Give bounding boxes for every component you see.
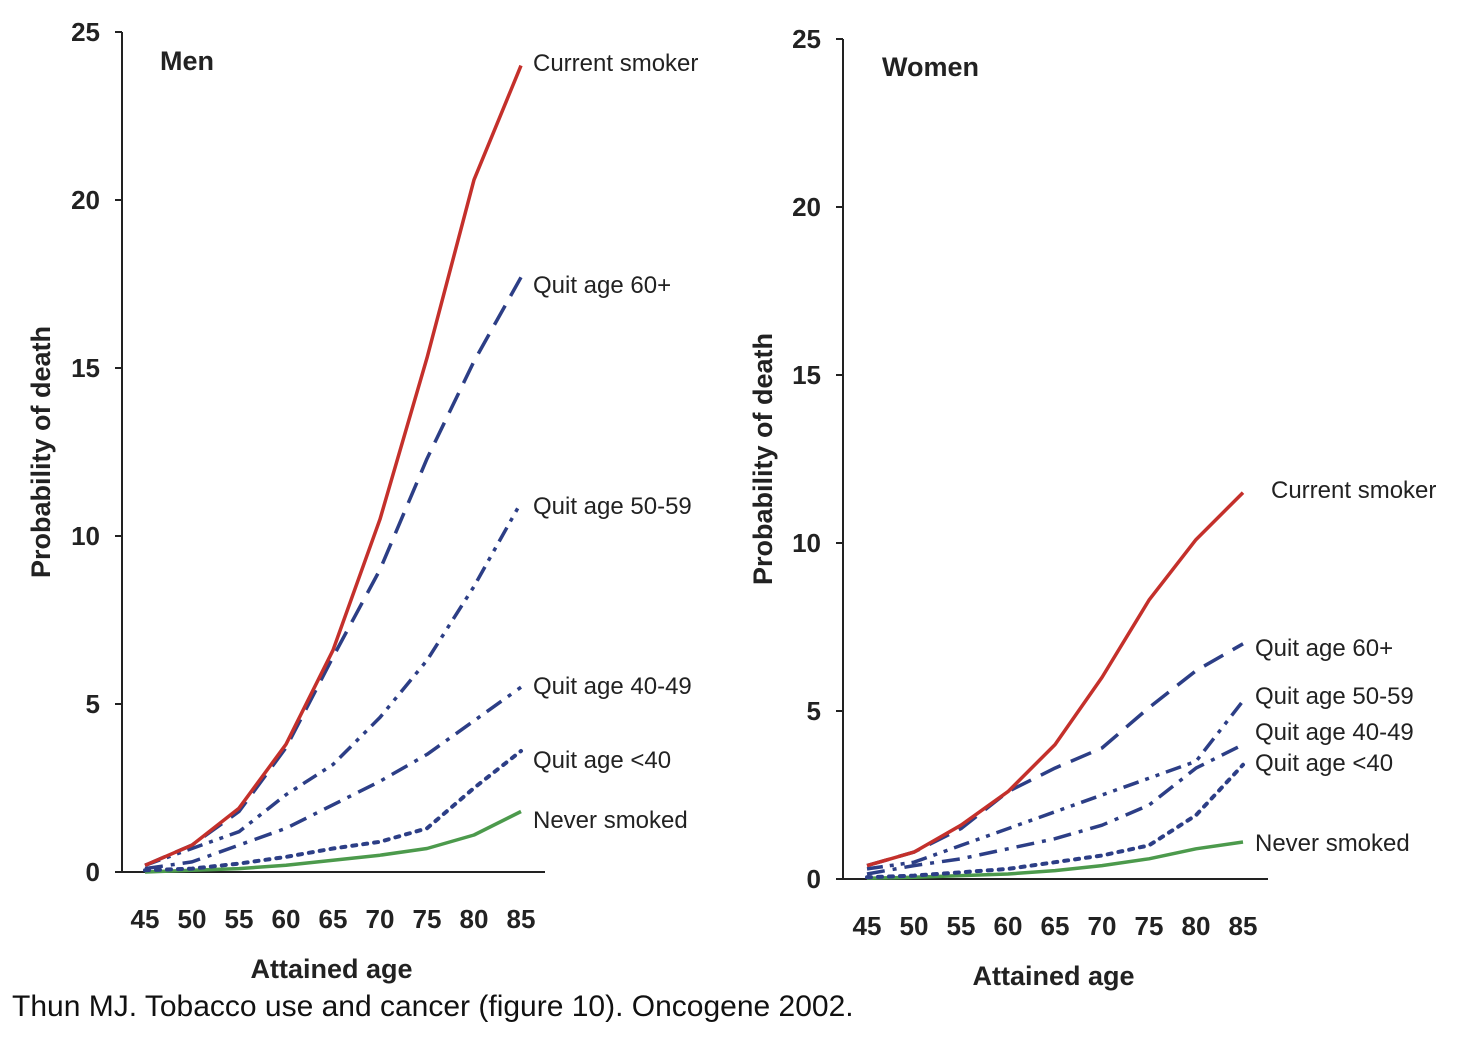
women-x-tick-label: 60 xyxy=(994,911,1023,941)
men-x-tick-label: 60 xyxy=(272,904,301,934)
women-panel-title: Women xyxy=(882,52,979,82)
men-label-current-smoker: Current smoker xyxy=(533,50,698,77)
men-x-tick-label: 65 xyxy=(319,904,348,934)
men-series-quit-age-60 xyxy=(144,276,523,867)
men-y-tick-label: 10 xyxy=(71,521,100,551)
women-x-axis-label: Attained age xyxy=(972,961,1134,991)
men-x-tick-label: 80 xyxy=(460,904,489,934)
men-x-tick-label: 75 xyxy=(413,904,442,934)
women-y-tick-label: 25 xyxy=(792,24,821,54)
women-label-current-smoker: Current smoker xyxy=(1271,477,1436,504)
women-label-quit-age-40: Quit age <40 xyxy=(1255,750,1393,777)
men-series-quit-age-50-59 xyxy=(144,501,523,867)
men-label-quit-age-50-59: Quit age 50-59 xyxy=(533,493,692,520)
women-y-tick-label: 15 xyxy=(792,360,821,390)
men-x-tick-label: 55 xyxy=(225,904,254,934)
women-label-never-smoked: Never smoked xyxy=(1255,830,1410,857)
men-x-tick-label: 45 xyxy=(131,904,160,934)
men-series-never-smoked xyxy=(144,809,522,874)
women-y-tick-label: 0 xyxy=(807,864,821,894)
men-x-axis-label: Attained age xyxy=(250,954,412,984)
men-label-quit-age-60: Quit age 60+ xyxy=(533,272,671,299)
women-x-tick-label: 55 xyxy=(947,911,976,941)
women-series-never-smoked xyxy=(866,840,1244,881)
men-y-tick-label: 15 xyxy=(71,353,100,383)
men-x-tick-label: 70 xyxy=(366,904,395,934)
women-x-tick-label: 65 xyxy=(1041,911,1070,941)
men-panel-title: Men xyxy=(160,46,214,76)
women-y-tick-label: 20 xyxy=(792,192,821,222)
men-y-tick-label: 20 xyxy=(71,185,100,215)
women-series-quit-age-40-49 xyxy=(866,743,1244,876)
women-label-quit-age-40-49: Quit age 40-49 xyxy=(1255,719,1414,746)
women-label-quit-age-60: Quit age 60+ xyxy=(1255,635,1393,662)
men-series-quit-age-40-49 xyxy=(144,685,523,871)
men-series-current-smoker xyxy=(144,64,523,867)
men-x-tick-label: 50 xyxy=(178,904,207,934)
women-series-quit-age-50-59 xyxy=(866,699,1245,871)
men-label-quit-age-40: Quit age <40 xyxy=(533,747,671,774)
figure-caption: Thun MJ. Tobacco use and cancer (figure … xyxy=(12,990,854,1023)
women-label-quit-age-50-59: Quit age 50-59 xyxy=(1255,683,1414,710)
women-series-quit-age-40 xyxy=(865,762,1245,880)
women-x-tick-label: 85 xyxy=(1229,911,1258,941)
men-y-axis-label: Probability of death xyxy=(26,326,56,578)
women-x-tick-label: 75 xyxy=(1135,911,1164,941)
men-y-tick-label: 0 xyxy=(86,857,100,887)
women-series-current-smoker xyxy=(866,491,1245,868)
women-series-quit-age-60 xyxy=(866,642,1244,868)
women-y-axis-label: Probability of death xyxy=(748,333,778,585)
women-x-tick-label: 80 xyxy=(1182,911,1211,941)
men-y-tick-label: 25 xyxy=(71,17,100,47)
men-series-quit-age-40 xyxy=(143,749,523,873)
women-x-tick-label: 70 xyxy=(1088,911,1117,941)
men-y-tick-label: 5 xyxy=(86,689,100,719)
men-label-quit-age-40-49: Quit age 40-49 xyxy=(533,673,692,700)
women-x-tick-label: 45 xyxy=(853,911,882,941)
women-y-tick-label: 5 xyxy=(807,696,821,726)
men-label-never-smoked: Never smoked xyxy=(533,807,688,834)
women-y-tick-label: 10 xyxy=(792,528,821,558)
women-x-tick-label: 50 xyxy=(900,911,929,941)
men-x-tick-label: 85 xyxy=(507,904,536,934)
